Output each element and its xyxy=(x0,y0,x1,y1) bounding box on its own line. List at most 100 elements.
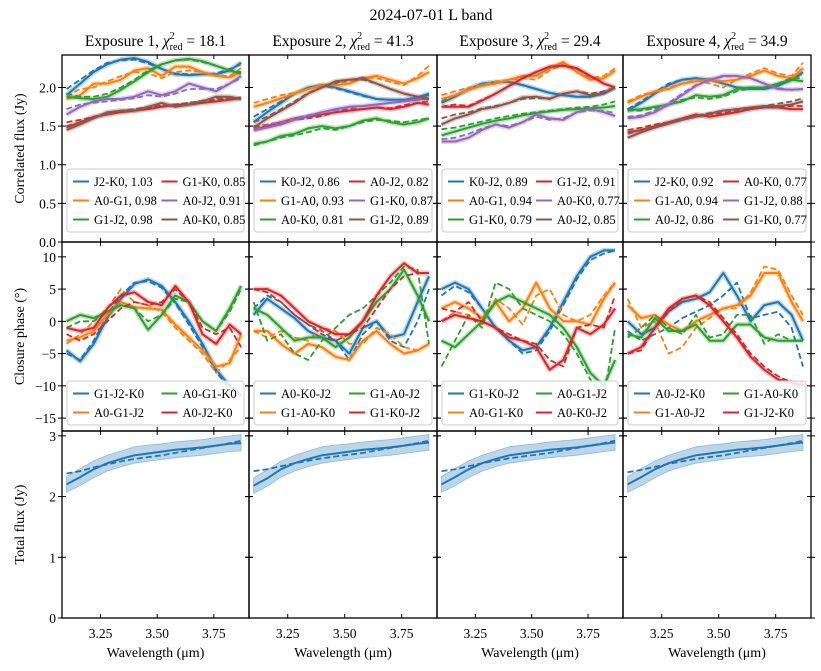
data-line xyxy=(65,278,242,397)
legend-label: G1-K0, 0.87 xyxy=(370,194,433,208)
model-line xyxy=(66,67,242,98)
x-axis-label: Wavelength (μm) xyxy=(294,646,392,661)
plot-area xyxy=(251,260,432,363)
model-line xyxy=(627,62,804,103)
model-line xyxy=(253,98,430,127)
model-line xyxy=(66,77,242,110)
plot-area xyxy=(627,434,804,493)
chi-subscript: red xyxy=(357,42,370,53)
chi-symbol: χ xyxy=(161,33,171,50)
legend-box xyxy=(66,168,245,233)
panel-r0-c1: K0-J2, 0.86 G1-A0, 0.93 A0-K0, 0.81 A0-J2, … xyxy=(245,54,441,243)
model-line xyxy=(627,77,803,112)
model-line xyxy=(66,280,242,397)
legend-label: G1-K0, 0.77 xyxy=(744,213,807,227)
exposure-title-text: Exposure 1, xyxy=(85,33,163,50)
model-line xyxy=(65,58,242,90)
panel-r0-c3: J2-K0, 0.92 G1-A0, 0.94 A0-J2, 0.86 A0-K0, … xyxy=(619,54,815,243)
chi-equals: = xyxy=(370,33,387,50)
y-tick-label: 1.5 xyxy=(39,119,56,134)
legend-label: G1-A0-J2 xyxy=(655,406,705,420)
legend-label: A0-J2, 0.91 xyxy=(183,194,242,208)
model-line xyxy=(441,63,616,97)
model-line xyxy=(627,97,804,135)
legend-label: A0-K0, 0.77 xyxy=(557,194,620,208)
y-tick-label: 0.0 xyxy=(39,235,56,250)
model-line xyxy=(253,65,430,104)
legend-label: A0-J2, 0.82 xyxy=(370,175,429,189)
model-line xyxy=(252,288,430,361)
y-axis-label: Closure phase (°) xyxy=(13,287,28,385)
data-line xyxy=(66,95,242,131)
x-tick-label: 3.50 xyxy=(707,626,731,641)
model-line xyxy=(441,109,616,141)
data-line xyxy=(252,275,430,355)
total-flux-line xyxy=(627,441,804,486)
model-line xyxy=(253,85,430,118)
legend-label: A0-K0, 0.77 xyxy=(744,175,807,189)
y-tick-label: 0 xyxy=(49,314,56,329)
model-line xyxy=(441,100,616,131)
total-flux-line xyxy=(253,441,430,487)
chi-symbol: χ xyxy=(348,33,358,50)
chi-subscript: red xyxy=(170,42,183,53)
chi-superscript: 2 xyxy=(544,31,549,42)
x-tick-label: 3.25 xyxy=(276,626,300,641)
legend-label: A0-K0-J2 xyxy=(281,387,331,401)
model-line xyxy=(66,288,242,348)
plot-area xyxy=(440,247,618,400)
data-line xyxy=(441,105,616,137)
model-line xyxy=(66,58,242,98)
plot-area xyxy=(625,265,806,389)
data-line xyxy=(66,75,242,116)
panel-r1-c1: A0-K0-J2 G1-A0-K0 G1-A0-J2 G1-K0-J2 xyxy=(245,241,441,432)
legend-label: G1-J2-K0 xyxy=(744,406,794,420)
data-line xyxy=(253,330,430,361)
y-tick-label: 5 xyxy=(49,282,56,297)
legend-box xyxy=(627,380,807,426)
plot-area xyxy=(441,434,616,493)
chi2-value: 41.3 xyxy=(386,33,413,50)
legend-label: J2-K0, 1.03 xyxy=(94,175,153,189)
x-tick-label: 3.25 xyxy=(89,626,113,641)
x-tick-label: 3.25 xyxy=(464,626,488,641)
exposure-title: Exposure 3, χ2 red = 29.4 xyxy=(459,31,600,53)
x-axis-label: Wavelength (μm) xyxy=(668,646,766,661)
plot-area xyxy=(66,434,242,493)
chi-equals: = xyxy=(557,33,574,50)
legend-box xyxy=(66,380,245,426)
legend-label: A0-K0-J2 xyxy=(557,406,607,420)
y-tick-label: −10 xyxy=(35,379,56,394)
y-tick-label: 1 xyxy=(49,550,56,565)
legend-label: A0-G1, 0.98 xyxy=(94,194,157,208)
chi-subscript: red xyxy=(544,42,557,53)
plot-area xyxy=(253,434,430,495)
legend-label: G1-J2, 0.98 xyxy=(94,213,153,227)
model-line xyxy=(253,326,430,352)
y-tick-label: 0.5 xyxy=(39,196,56,211)
chi2-value: 34.9 xyxy=(760,33,787,50)
legend-label: G1-A0-K0 xyxy=(744,387,798,401)
x-tick-label: 3.75 xyxy=(390,626,414,641)
model-line xyxy=(627,105,803,131)
x-tick-label: 3.50 xyxy=(333,626,357,641)
y-tick-label: −15 xyxy=(35,411,56,426)
x-tick-label: 3.75 xyxy=(576,626,600,641)
legend-label: A0-J2, 0.85 xyxy=(557,213,616,227)
legend-box xyxy=(441,380,619,426)
legend-label: G1-A0, 0.93 xyxy=(281,194,344,208)
data-line xyxy=(253,262,429,336)
legend-label: A0-K0, 0.81 xyxy=(281,213,344,227)
model-line xyxy=(627,72,804,110)
data-line xyxy=(253,268,430,349)
total-flux-band xyxy=(66,434,242,493)
model-line xyxy=(440,282,616,326)
y-tick-label: 1.0 xyxy=(39,158,56,173)
x-axis-label: Wavelength (μm) xyxy=(481,646,579,661)
data-line xyxy=(441,281,616,326)
panel-r1-c3: A0-J2-K0 G1-A0-J2 G1-A0-K0 G1-J2-K0 xyxy=(619,241,815,432)
legend-label: A0-J2, 0.86 xyxy=(655,213,714,227)
y-axis-label: Total flux (Jy) xyxy=(13,484,28,564)
exposure-title-text: Exposure 3, xyxy=(459,33,537,50)
